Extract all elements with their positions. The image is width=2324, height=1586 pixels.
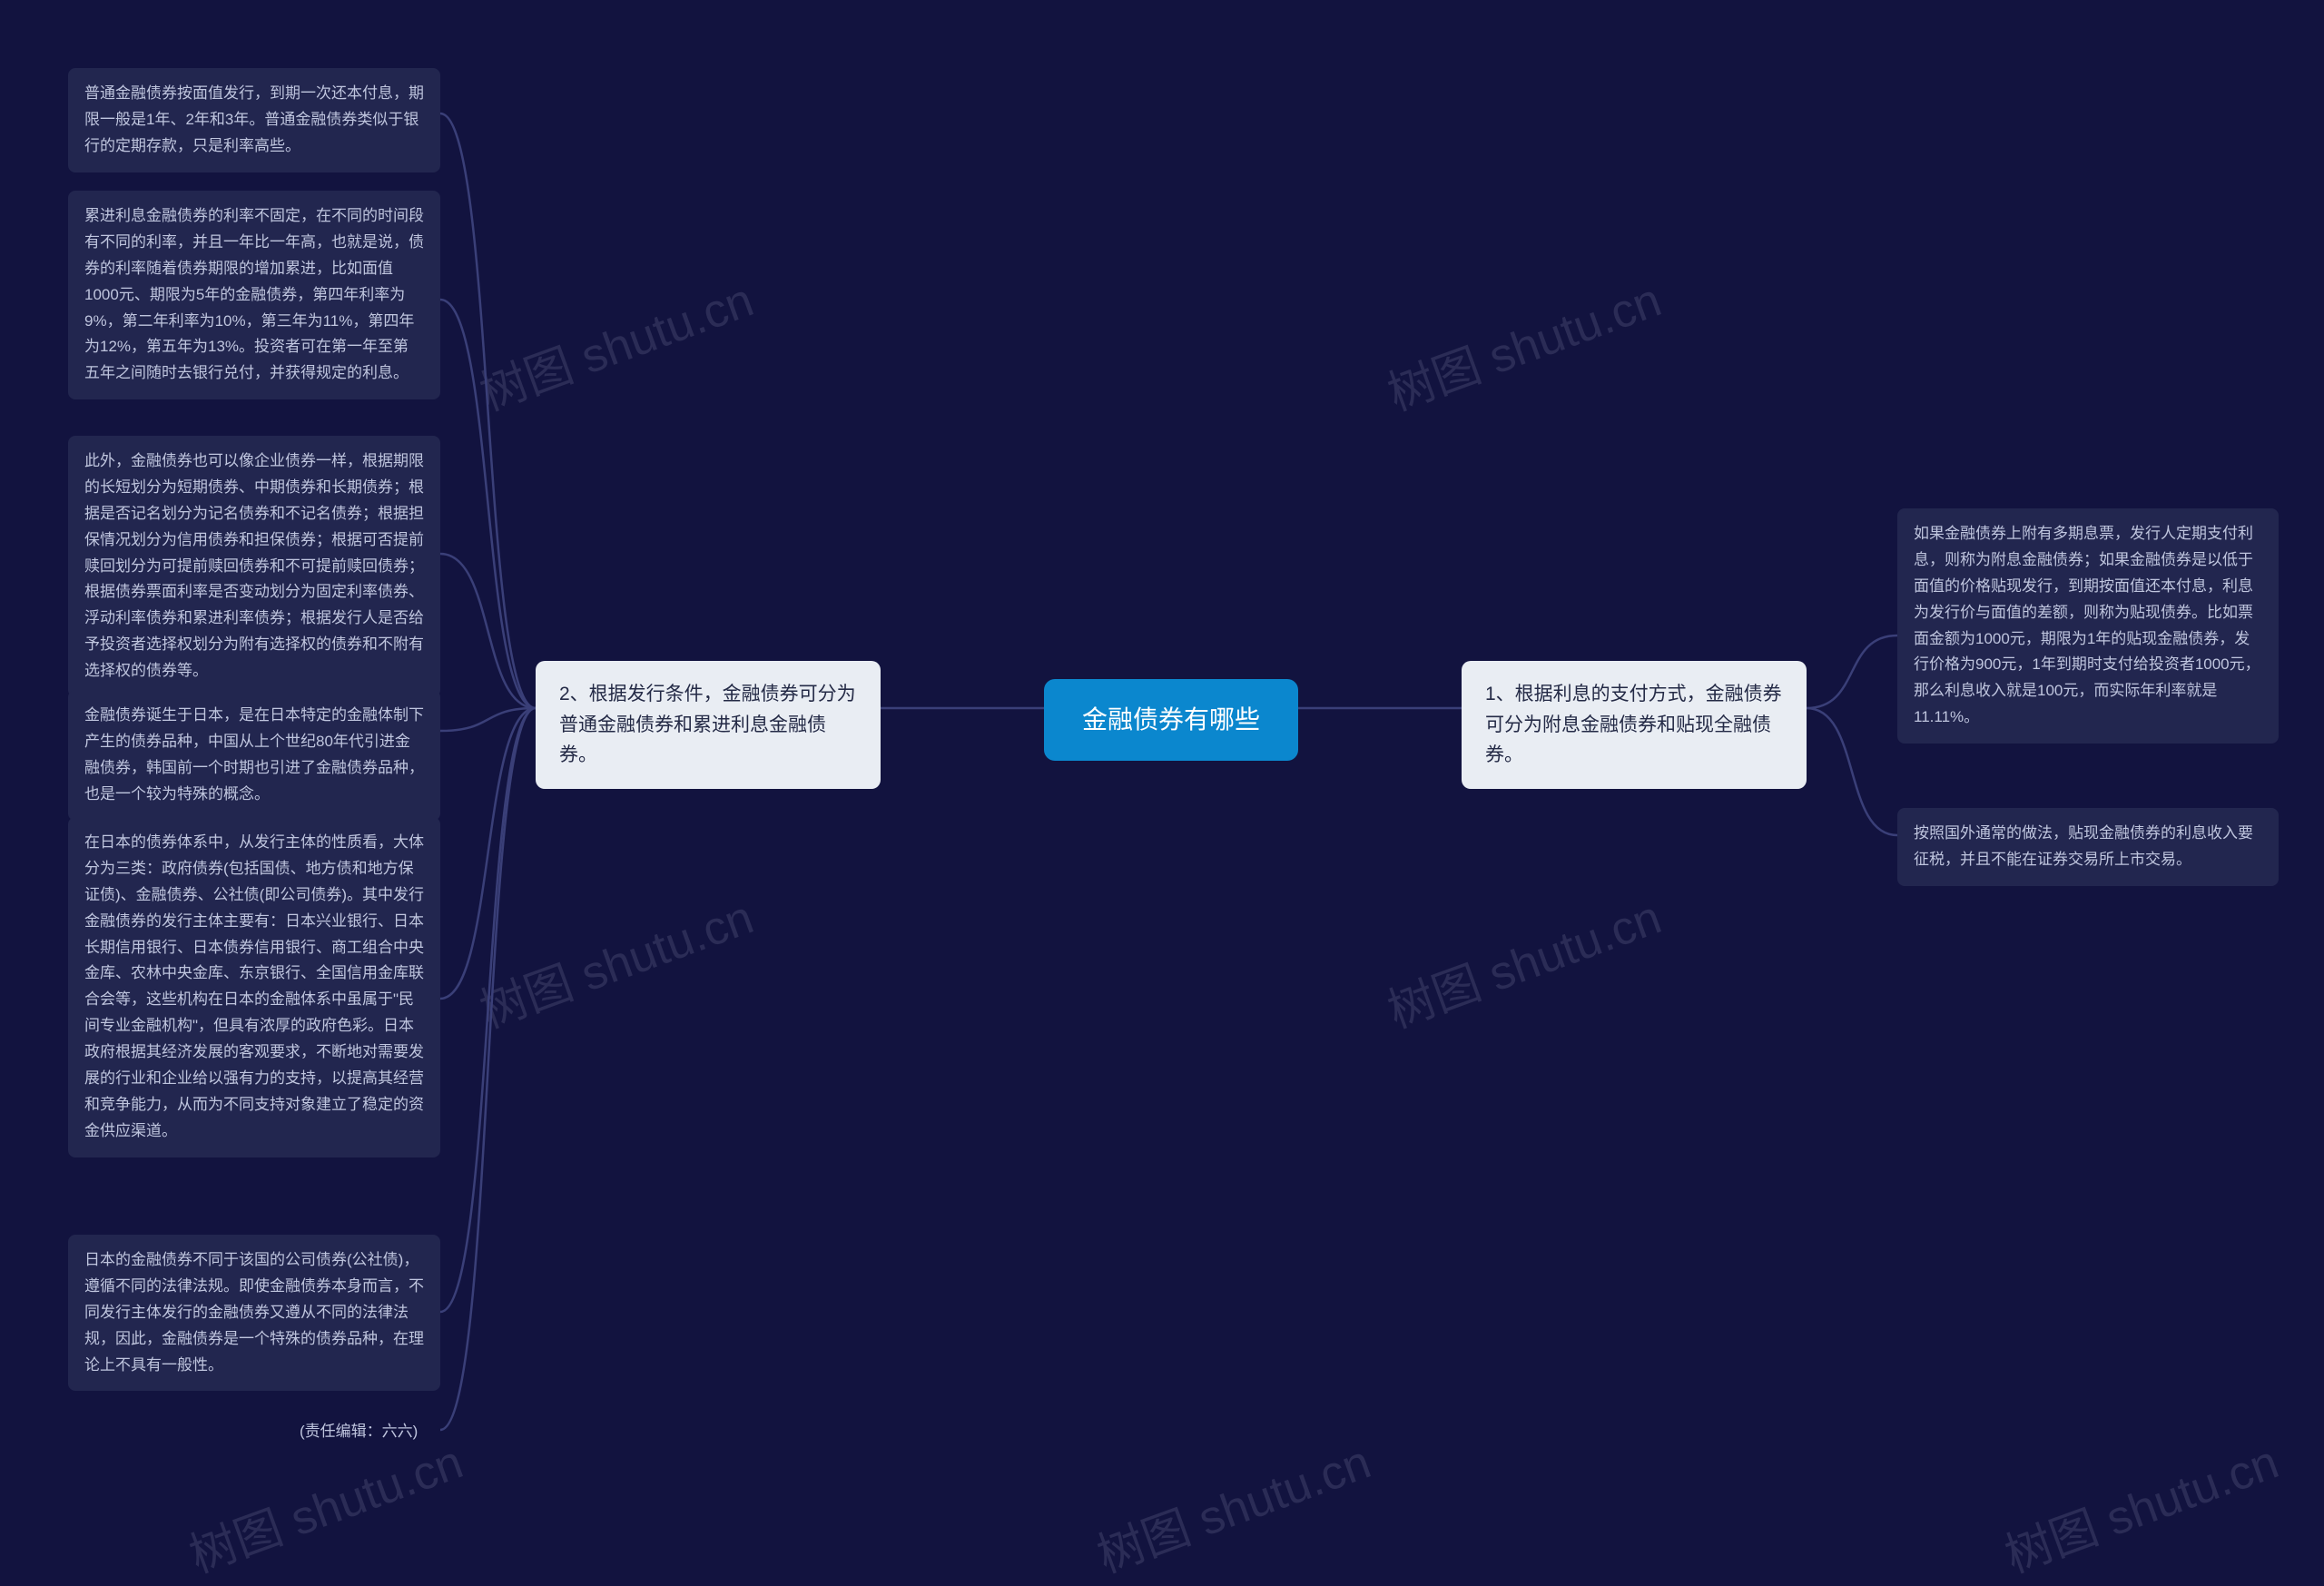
left-leaf-1[interactable]: 普通金融债券按面值发行，到期一次还本付息，期限一般是1年、2年和3年。普通金融债… [68,68,440,172]
watermark: 树图 shutu.cn [469,261,762,423]
left-branch-node[interactable]: 2、根据发行条件，金融债券可分为普通金融债券和累进利息金融债券。 [536,661,881,789]
watermark: 树图 shutu.cn [469,879,762,1040]
left-leaf-3[interactable]: 此外，金融债券也可以像企业债券一样，根据期限的长短划分为短期债券、中期债券和长期… [68,436,440,697]
left-leaf-6[interactable]: 日本的金融债券不同于该国的公司债券(公社债)，遵循不同的法律法规。即使金融债券本… [68,1235,440,1391]
right-branch-node[interactable]: 1、根据利息的支付方式，金融债券可分为附息金融债券和贴现全融债券。 [1462,661,1807,789]
left-leaf-4[interactable]: 金融债券诞生于日本，是在日本特定的金融体制下产生的债券品种，中国从上个世纪80年… [68,690,440,821]
right-leaf-1[interactable]: 如果金融债券上附有多期息票，发行人定期支付利息，则称为附息金融债券；如果金融债券… [1897,508,2279,744]
watermark: 树图 shutu.cn [1087,1423,1379,1585]
watermark: 树图 shutu.cn [179,1423,471,1585]
left-leaf-5[interactable]: 在日本的债券体系中，从发行主体的性质看，大体分为三类：政府债券(包括国债、地方债… [68,817,440,1157]
watermark: 树图 shutu.cn [1377,261,1669,423]
left-leaf-7: (责任编辑：六六) [300,1418,418,1441]
watermark: 树图 shutu.cn [1994,1423,2287,1585]
left-leaf-2[interactable]: 累进利息金融债券的利率不固定，在不同的时间段有不同的利率，并且一年比一年高，也就… [68,191,440,399]
watermark: 树图 shutu.cn [1377,879,1669,1040]
right-leaf-2[interactable]: 按照国外通常的做法，贴现金融债券的利息收入要征税，并且不能在证券交易所上市交易。 [1897,808,2279,886]
center-node[interactable]: 金融债券有哪些 [1044,679,1298,761]
